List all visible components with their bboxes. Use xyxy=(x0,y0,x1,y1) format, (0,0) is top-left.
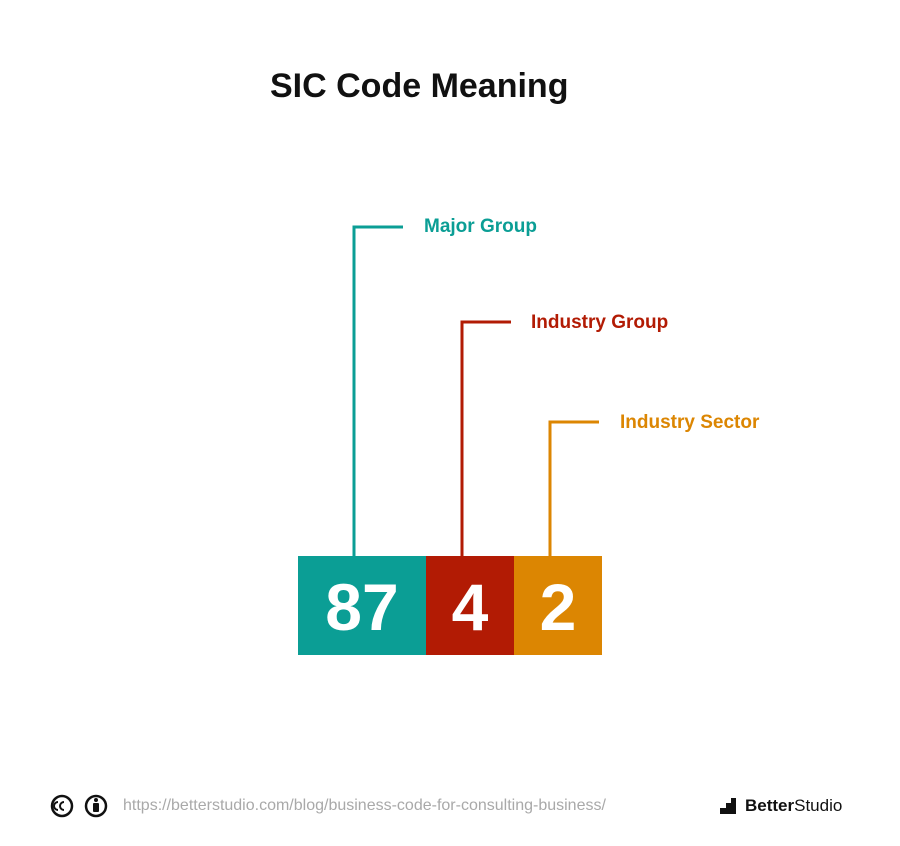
segment-digits: 2 xyxy=(540,570,577,644)
segment-label: Industry Sector xyxy=(620,412,760,433)
cc-icon xyxy=(50,794,74,818)
by-icon xyxy=(84,794,108,818)
segment-digits: 4 xyxy=(452,570,489,644)
brand: BetterStudio xyxy=(745,796,842,815)
segment-label: Industry Group xyxy=(531,312,668,333)
connector xyxy=(352,225,403,556)
segment-label: Major Group xyxy=(424,216,537,237)
brand-bold: Better xyxy=(745,796,795,815)
title: SIC Code Meaning xyxy=(270,67,568,105)
brand-regular: Studio xyxy=(794,796,842,815)
source-url[interactable]: https://betterstudio.com/blog/business-c… xyxy=(123,797,606,814)
segment-box xyxy=(298,556,426,655)
segment-box xyxy=(514,556,602,655)
segment-digits: 87 xyxy=(325,570,398,644)
segment-box xyxy=(426,556,514,655)
connector xyxy=(548,420,599,556)
connector xyxy=(460,320,511,556)
brand-logo xyxy=(720,798,736,814)
